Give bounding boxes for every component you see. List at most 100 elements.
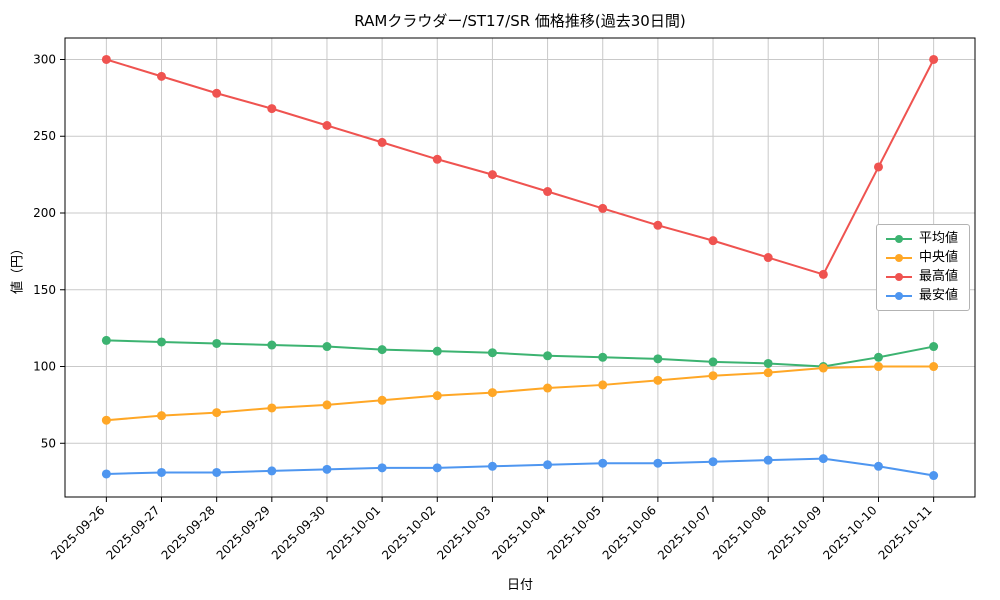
series-line — [105, 339, 935, 368]
legend-label: 最安値 — [918, 288, 958, 303]
x-tick-label: 2025-10-10 — [820, 503, 879, 562]
data-point-marker — [101, 469, 111, 479]
data-point-marker — [543, 460, 553, 470]
data-point-marker — [432, 346, 442, 356]
data-point-marker — [929, 54, 939, 64]
y-tick-label: 300 — [33, 52, 56, 66]
x-tick-label: 2025-10-01 — [324, 503, 383, 562]
data-point-marker — [101, 415, 111, 425]
data-point-marker — [487, 461, 497, 471]
x-tick-label: 2025-10-06 — [600, 503, 659, 562]
chart-title: RAMクラウダー/ST17/SR 価格推移(過去30日間) — [354, 12, 686, 30]
data-point-marker — [322, 121, 332, 131]
data-point-marker — [598, 352, 608, 362]
legend-item: 平均値 — [885, 231, 958, 246]
data-point-marker — [212, 408, 222, 418]
y-tick-label: 200 — [33, 206, 56, 220]
data-point-marker — [101, 335, 111, 345]
legend-marker — [885, 232, 912, 246]
data-point-marker — [763, 253, 773, 263]
data-point-marker — [487, 348, 497, 358]
data-point-marker — [377, 395, 387, 405]
legend-label: 平均値 — [918, 231, 958, 246]
series-line — [105, 457, 935, 477]
data-point-marker — [653, 354, 663, 364]
data-point-marker — [708, 357, 718, 367]
data-point-marker — [598, 458, 608, 468]
legend-marker — [885, 251, 912, 265]
data-point-marker — [487, 170, 497, 180]
data-point-marker — [377, 137, 387, 147]
data-point-marker — [322, 400, 332, 410]
y-tick-label: 250 — [33, 129, 56, 143]
data-point-marker — [212, 338, 222, 348]
legend-item: 最安値 — [885, 288, 958, 303]
data-point-marker — [708, 371, 718, 381]
x-tick-label: 2025-10-02 — [379, 503, 438, 562]
data-point-marker — [212, 88, 222, 98]
data-point-marker — [873, 461, 883, 471]
series-line — [105, 58, 935, 276]
legend-item: 最高値 — [885, 270, 958, 284]
data-point-marker — [267, 340, 277, 350]
data-point-marker — [763, 368, 773, 378]
data-point-marker — [818, 269, 828, 279]
data-point-marker — [598, 203, 608, 213]
x-tick-label: 2025-10-09 — [765, 503, 824, 562]
data-point-marker — [818, 363, 828, 373]
data-point-marker — [101, 54, 111, 64]
x-tick-label: 2025-09-30 — [269, 503, 328, 562]
x-tick-label: 2025-09-29 — [214, 503, 273, 562]
data-point-marker — [267, 104, 277, 114]
data-point-marker — [322, 342, 332, 352]
data-point-marker — [873, 162, 883, 172]
data-point-marker — [157, 411, 167, 421]
data-point-marker — [929, 362, 939, 372]
data-point-marker — [873, 352, 883, 362]
data-point-marker — [929, 471, 939, 481]
x-tick-label: 2025-09-27 — [103, 503, 162, 562]
data-point-marker — [487, 388, 497, 398]
data-point-marker — [157, 71, 167, 81]
y-tick-label: 100 — [33, 360, 56, 374]
data-point-marker — [543, 187, 553, 197]
x-tick-label: 2025-10-11 — [876, 503, 935, 562]
data-point-marker — [432, 391, 442, 401]
data-point-marker — [653, 220, 663, 230]
data-point-marker — [432, 154, 442, 164]
data-point-marker — [157, 337, 167, 347]
data-point-marker — [322, 464, 332, 474]
legend: 平均値中央値最高値最安値 — [875, 224, 970, 311]
data-point-marker — [873, 362, 883, 372]
legend-label: 中央値 — [918, 250, 958, 265]
data-point-marker — [432, 463, 442, 473]
data-point-marker — [818, 454, 828, 464]
x-tick-label: 2025-10-03 — [434, 503, 493, 562]
data-point-marker — [267, 466, 277, 476]
data-point-marker — [708, 236, 718, 246]
data-point-marker — [653, 375, 663, 385]
data-point-marker — [708, 457, 718, 467]
legend-item: 中央値 — [885, 250, 958, 265]
x-tick-label: 2025-10-05 — [545, 503, 604, 562]
series-line — [105, 365, 935, 422]
x-axis-label: 日付 — [506, 578, 534, 593]
x-tick-label: 2025-10-07 — [655, 503, 714, 562]
data-point-marker — [543, 351, 553, 361]
data-point-marker — [157, 467, 167, 477]
x-tick-label: 2025-10-04 — [489, 503, 548, 562]
data-point-marker — [543, 383, 553, 393]
data-point-marker — [267, 403, 277, 413]
x-tick-label: 2025-09-26 — [48, 503, 107, 562]
data-point-marker — [763, 358, 773, 368]
data-point-marker — [377, 345, 387, 355]
data-point-marker — [763, 455, 773, 465]
legend-marker — [885, 270, 912, 284]
data-point-marker — [598, 380, 608, 390]
x-tick-label: 2025-10-08 — [710, 503, 769, 562]
x-tick-label: 2025-09-28 — [159, 503, 218, 562]
y-tick-label: 150 — [33, 283, 56, 297]
legend-marker — [885, 289, 912, 303]
